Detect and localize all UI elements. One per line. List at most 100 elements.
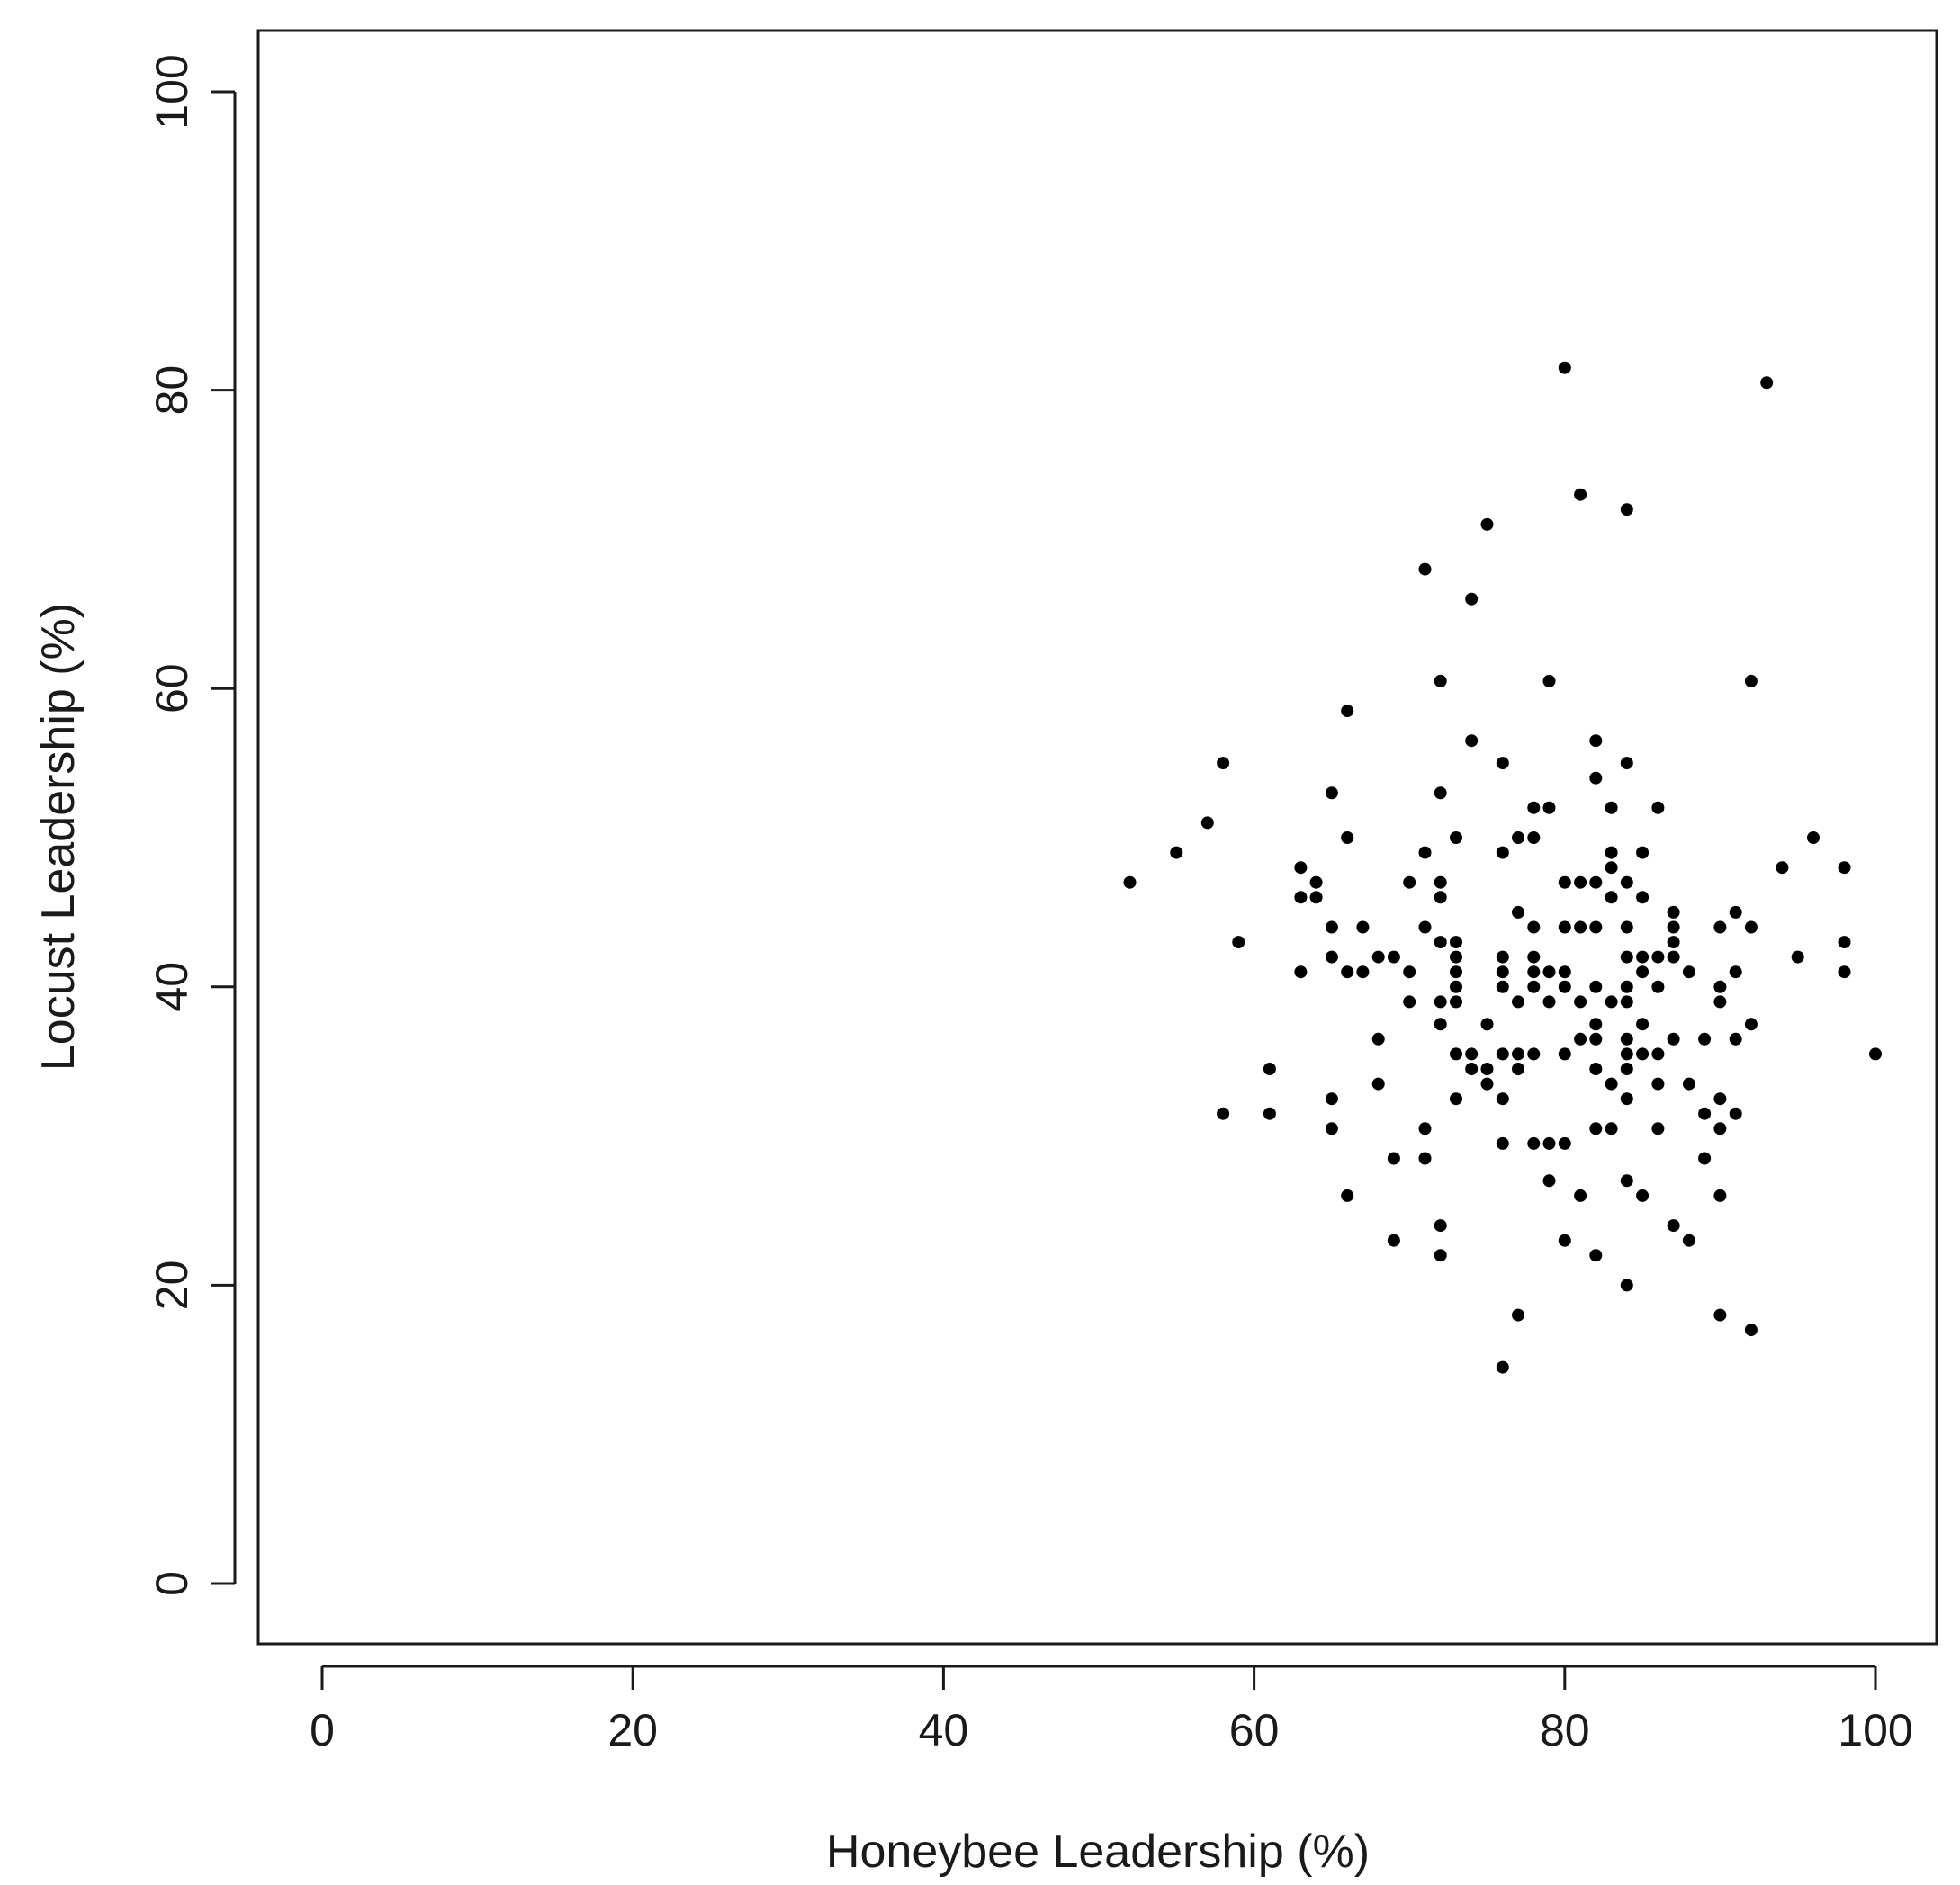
data-point [1667, 950, 1680, 964]
data-point [1636, 846, 1650, 859]
data-point [1620, 1032, 1633, 1046]
data-point [1434, 875, 1447, 889]
plot-area-frame [256, 29, 1938, 1646]
data-point [1574, 920, 1587, 934]
data-point [1542, 674, 1556, 687]
data-point [1744, 1324, 1758, 1337]
data-point [1589, 980, 1603, 993]
data-point [1589, 875, 1603, 889]
data-points [1123, 361, 1882, 1374]
data-point [1838, 936, 1851, 949]
data-point [1651, 1077, 1665, 1091]
data-point [1558, 980, 1571, 993]
data-point [1450, 1047, 1462, 1061]
data-point [1387, 1234, 1400, 1247]
data-point [1620, 1174, 1633, 1188]
data-point [1403, 995, 1416, 1009]
data-point [1480, 1018, 1494, 1031]
data-point [1713, 1308, 1727, 1322]
data-point [1480, 1077, 1494, 1091]
data-point [1713, 1122, 1727, 1135]
y-axis: 0 20 40 60 80 100 [147, 54, 237, 1596]
data-point [1744, 674, 1758, 687]
data-point [1729, 1032, 1742, 1046]
data-point [1744, 920, 1758, 934]
data-point [1465, 1047, 1479, 1061]
data-point [1200, 816, 1214, 830]
data-point [1574, 1032, 1587, 1046]
data-point [1170, 846, 1183, 859]
data-point [1325, 1122, 1338, 1135]
data-point [1480, 517, 1494, 531]
data-point [1667, 920, 1680, 934]
data-point [1465, 734, 1479, 748]
y-tick-label: 100 [147, 54, 197, 129]
data-point [1527, 1047, 1541, 1061]
data-point [1636, 1189, 1650, 1202]
data-point [1589, 1032, 1603, 1046]
data-point [1527, 831, 1541, 844]
data-point [1325, 1092, 1338, 1106]
data-point [1807, 831, 1820, 844]
data-point [1620, 757, 1633, 770]
data-point [1512, 905, 1524, 919]
data-point [1636, 1018, 1650, 1031]
data-point [1418, 1152, 1432, 1165]
data-point [1620, 1063, 1633, 1075]
data-point [1217, 1107, 1230, 1120]
data-point [1682, 1234, 1695, 1247]
data-point [1620, 995, 1633, 1009]
data-point [1496, 846, 1509, 859]
data-point [1636, 965, 1650, 979]
data-point [1542, 1174, 1556, 1188]
data-point [1341, 705, 1354, 718]
x-axis: 0 20 40 60 80 100 [310, 1665, 1913, 1755]
data-point [1620, 875, 1633, 889]
data-point [1450, 995, 1462, 1009]
data-point [1341, 1189, 1354, 1202]
data-point [1620, 980, 1633, 993]
data-point [1589, 1063, 1603, 1075]
data-point [1512, 995, 1524, 1009]
data-point [1465, 592, 1479, 606]
x-tick-label: 100 [1838, 1705, 1912, 1755]
data-point [1651, 801, 1665, 814]
data-point [1341, 965, 1354, 979]
data-point [1527, 920, 1541, 934]
data-point [1589, 1018, 1603, 1031]
data-point [1309, 875, 1323, 889]
data-point [1838, 965, 1851, 979]
data-point [1294, 861, 1308, 875]
data-point [1418, 920, 1432, 934]
data-point [1713, 980, 1727, 993]
data-point [1527, 950, 1541, 964]
data-point [1620, 920, 1633, 934]
data-point [1418, 562, 1432, 576]
data-point [1667, 1032, 1680, 1046]
data-point [1558, 965, 1571, 979]
data-point [1589, 1249, 1603, 1262]
data-point [1263, 1107, 1276, 1120]
y-tick-label: 20 [147, 1261, 197, 1311]
data-point [1387, 1152, 1400, 1165]
data-point [1512, 1063, 1524, 1075]
data-point [1450, 831, 1462, 844]
data-point [1682, 1077, 1695, 1091]
data-point [1434, 1018, 1447, 1031]
data-point [1713, 920, 1727, 934]
data-point [1309, 891, 1323, 904]
data-point [1450, 965, 1462, 979]
data-point [1496, 757, 1509, 770]
data-point [1418, 846, 1432, 859]
data-point [1434, 891, 1447, 904]
data-point [1729, 905, 1742, 919]
data-point [1496, 1047, 1509, 1061]
data-point [1574, 875, 1587, 889]
data-point [1294, 965, 1308, 979]
data-point [1651, 1122, 1665, 1135]
data-point [1682, 965, 1695, 979]
data-point [1698, 1152, 1712, 1165]
data-point [1667, 905, 1680, 919]
data-point [1605, 1077, 1618, 1091]
y-tick-label: 40 [147, 962, 197, 1012]
